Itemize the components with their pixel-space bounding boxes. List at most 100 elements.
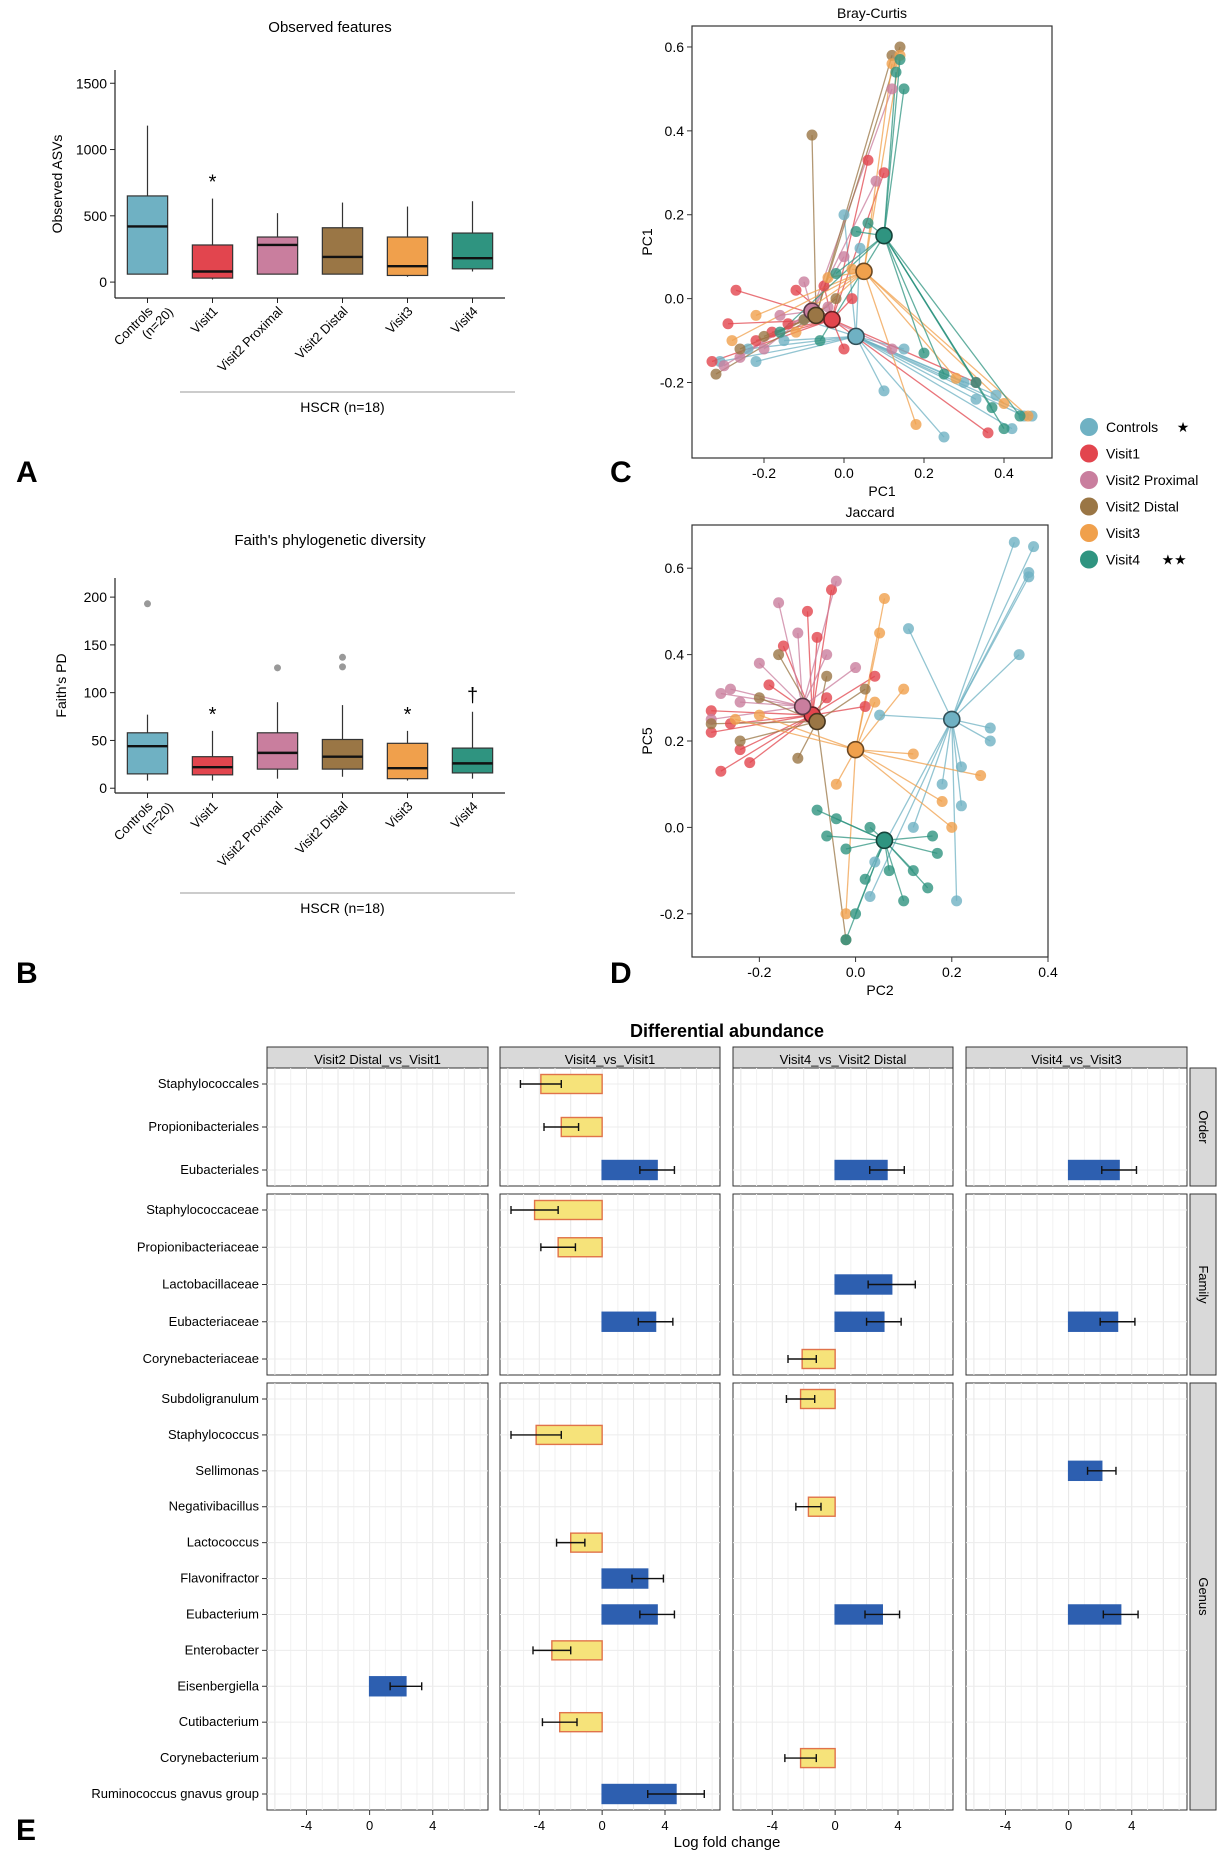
y-axis-label: PC5 — [639, 727, 655, 754]
row-strip-label: Order — [1196, 1110, 1211, 1144]
point-controls — [951, 895, 963, 907]
point-visit2-proximal — [774, 309, 786, 321]
legend-significance-mark: ★★ — [1162, 552, 1187, 568]
point-visit4 — [898, 83, 910, 95]
point-visit1 — [838, 343, 850, 355]
chart-title: Differential abundance — [630, 1021, 824, 1041]
taxon-label: Cutibacterium — [179, 1714, 259, 1729]
box-visit2-distal — [321, 227, 364, 275]
spoke-line — [779, 235, 885, 333]
spoke-line — [735, 718, 856, 751]
outlier-point — [339, 663, 346, 671]
panel-letter-e: E — [16, 1814, 36, 1847]
point-controls — [907, 821, 919, 833]
centroid-visit2-distal — [807, 306, 825, 325]
spoke-line — [811, 270, 865, 308]
centroid-visit2-distal — [808, 712, 826, 731]
point-visit4 — [814, 335, 826, 347]
facet-panel — [965, 1382, 1188, 1811]
spoke-line — [816, 688, 866, 723]
spoke-line — [855, 335, 945, 438]
y-axis-label: PC1 — [639, 228, 655, 255]
panel-letter-b: B — [16, 957, 38, 990]
x-tick-label: -4 — [767, 1818, 779, 1833]
taxon-label: Flavonifractor — [180, 1571, 259, 1586]
point-visit2-distal — [705, 718, 717, 730]
spoke-line — [951, 654, 1020, 720]
x-axis-label: PC1 — [868, 483, 895, 499]
box-controls — [126, 732, 169, 775]
x-tick-label: Controls(n=20) — [111, 789, 176, 854]
point-visit2-proximal — [773, 597, 785, 609]
point-controls — [936, 778, 948, 790]
panel-letter-d: D — [610, 957, 632, 990]
point-visit3 — [1022, 410, 1034, 422]
point-visit2-proximal — [870, 175, 882, 187]
spoke-line — [883, 839, 929, 889]
centroid-controls — [847, 327, 865, 346]
spoke-line — [855, 749, 953, 828]
y-tick-label: 0.0 — [665, 819, 685, 835]
point-visit1 — [790, 284, 802, 296]
legend-significance-mark: ★ — [1177, 419, 1190, 435]
point-controls — [878, 385, 890, 397]
point-visit2-distal — [734, 343, 746, 355]
legend-swatch-visit4 — [1080, 550, 1098, 569]
taxon-label: Eubacterium — [186, 1606, 259, 1621]
panel-c-scatter: Bray-Curtis -0.2 0.0 0.2 0.4 -0.2 0.0 0.2 0.4 0.6… — [639, 5, 1053, 499]
point-visit4 — [811, 804, 823, 816]
x-tick-label: Visit1 — [188, 799, 221, 832]
point-visit4 — [931, 847, 943, 859]
spoke-line — [863, 270, 957, 379]
x-tick-label: 0.0 — [846, 964, 866, 980]
x-tick-label: -0.2 — [747, 964, 771, 980]
point-visit4 — [850, 226, 862, 238]
point-visit1 — [705, 726, 717, 738]
point-visit2-proximal — [830, 575, 842, 587]
y-tick-label: -0.2 — [660, 906, 684, 922]
point-visit2-proximal — [718, 360, 730, 372]
x-tick-label: 0 — [366, 1818, 373, 1833]
spoke-line — [843, 214, 857, 337]
x-tick-label: Visit4 — [448, 799, 481, 832]
point-visit4 — [922, 882, 934, 894]
legend-label-visit4: Visit4 — [1106, 552, 1140, 568]
centroid-controls — [942, 710, 961, 729]
point-visit3 — [729, 713, 741, 725]
x-tick-label: 0.2 — [942, 964, 962, 980]
taxon-label: Subdoligranulum — [161, 1391, 259, 1406]
taxon-label: Lactococcus — [187, 1535, 260, 1550]
point-visit3 — [753, 709, 765, 721]
x-tick-label: Visit1 — [188, 304, 221, 337]
spoke-line — [831, 160, 869, 320]
x-tick-label: 4 — [429, 1818, 436, 1833]
spoke-line — [811, 135, 817, 316]
point-controls — [854, 242, 866, 254]
x-tick-label: 0.4 — [1038, 964, 1058, 980]
y-tick-label: 0.6 — [665, 39, 685, 55]
box-controls — [126, 195, 169, 275]
point-visit1 — [846, 293, 858, 305]
point-visit4 — [830, 267, 842, 279]
group-legend: Controls ★ Visit1 Visit2 Proximal Visit2 Dis… — [1080, 418, 1198, 569]
point-visit2-distal — [758, 330, 770, 342]
taxon-label: Sellimonas — [195, 1463, 259, 1478]
taxon-label: Staphylococcales — [158, 1076, 260, 1091]
x-tick-label: Visit3 — [383, 799, 416, 832]
spoke-line — [816, 809, 885, 841]
point-visit2-distal — [894, 41, 906, 53]
point-visit1 — [715, 765, 727, 777]
point-visit1 — [722, 318, 734, 330]
box-visit2-proximal — [256, 236, 299, 275]
point-visit2-distal — [753, 692, 765, 704]
point-visit4 — [864, 821, 876, 833]
significance-mark: * — [209, 704, 217, 726]
point-visit1 — [782, 318, 794, 330]
point-visit3 — [910, 418, 922, 430]
point-visit3 — [874, 627, 886, 639]
y-tick-label: 500 — [84, 208, 108, 224]
spoke-line — [739, 720, 818, 742]
group-label: HSCR (n=18) — [300, 900, 384, 916]
row-strip-label: Genus — [1196, 1577, 1211, 1616]
legend-label-visit3: Visit3 — [1106, 525, 1140, 541]
